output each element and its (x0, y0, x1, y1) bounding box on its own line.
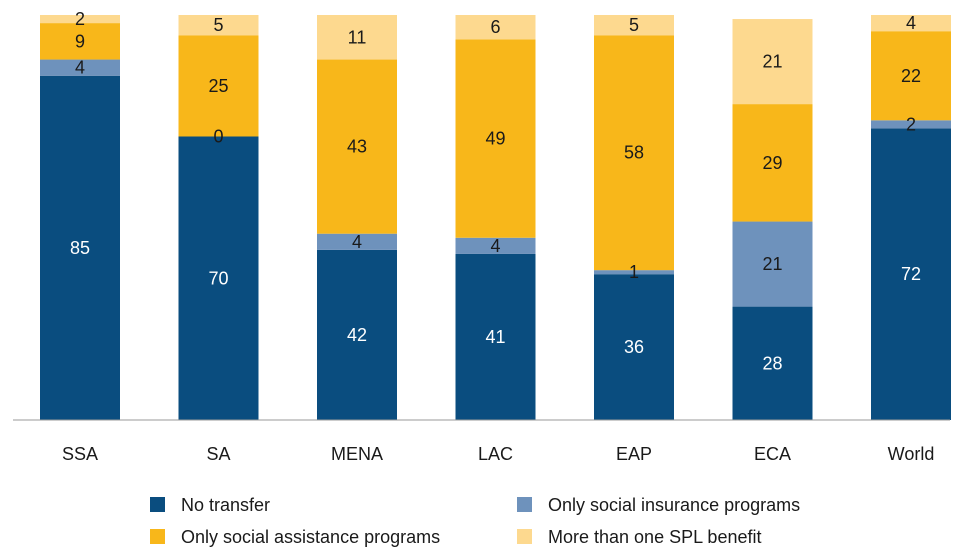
data-label-mena-series-1: 4 (352, 232, 362, 252)
data-label-mena-series-2: 43 (347, 137, 367, 157)
bar-segment-ssa-series-2 (40, 23, 120, 60)
data-label-eca-series-0: 28 (762, 353, 782, 373)
legend-swatch-1 (517, 497, 532, 512)
bar-segment-eap-series-2 (594, 35, 674, 271)
x-tick-label-lac: LAC (478, 444, 513, 464)
data-label-eap-series-0: 36 (624, 337, 644, 357)
bar-segment-eca-series-3 (732, 19, 813, 105)
x-tick-label-eca: ECA (754, 444, 791, 464)
bar-segment-mena-series-3 (317, 15, 397, 60)
bar-segment-ssa-series-1 (40, 59, 120, 76)
data-labels-group: 8549270025542443114144963615852821292172… (70, 9, 921, 373)
legend-swatch-2 (150, 529, 165, 544)
bar-segment-eap-series-0 (594, 274, 674, 420)
data-label-lac-series-2: 49 (485, 129, 505, 149)
x-tick-label-sa: SA (206, 444, 230, 464)
data-label-sa-series-0: 70 (208, 268, 228, 288)
data-label-eca-series-3: 21 (762, 52, 782, 72)
data-label-world-series-0: 72 (901, 264, 921, 284)
bar-segment-mena-series-1 (317, 233, 397, 250)
bar-segment-world-series-1 (871, 120, 951, 129)
bar-segment-sa-series-0 (178, 136, 259, 420)
bar-segment-mena-series-0 (317, 249, 397, 420)
data-label-ssa-series-2: 9 (75, 31, 85, 51)
data-label-mena-series-3: 11 (348, 27, 367, 47)
data-label-eap-series-1: 1 (629, 262, 639, 282)
data-label-ssa-series-1: 4 (75, 58, 85, 78)
legend-swatch-3 (517, 529, 532, 544)
bar-segment-sa-series-2 (178, 35, 259, 137)
data-label-lac-series-1: 4 (490, 236, 500, 256)
bar-segment-lac-series-2 (455, 39, 536, 238)
bar-segment-eap-series-1 (594, 270, 674, 275)
data-label-sa-series-1: 0 (213, 127, 223, 147)
bar-segment-world-series-3 (871, 15, 951, 32)
legend-swatch-0 (150, 497, 165, 512)
bar-segment-sa-series-3 (178, 15, 259, 36)
x-axis-tick-labels: SSA SA MENA LAC EAP ECA World (62, 444, 934, 464)
data-label-eca-series-1: 21 (762, 254, 782, 274)
legend-label-3: More than one SPL benefit (548, 527, 761, 547)
bar-segment-lac-series-0 (455, 253, 536, 420)
legend-label-1: Only social insurance programs (548, 495, 800, 515)
data-label-world-series-3: 4 (906, 13, 916, 33)
data-label-world-series-1: 2 (906, 114, 916, 134)
data-label-ssa-series-3: 2 (75, 9, 85, 29)
x-tick-label-eap: EAP (616, 444, 652, 464)
bar-segment-world-series-0 (871, 128, 951, 420)
data-label-ssa-series-0: 85 (70, 238, 90, 258)
data-label-lac-series-3: 6 (490, 17, 500, 37)
bar-segment-world-series-2 (871, 31, 951, 121)
data-label-lac-series-0: 41 (485, 327, 505, 347)
data-label-eca-series-2: 29 (762, 153, 782, 173)
x-tick-label-mena: MENA (331, 444, 383, 464)
legend: No transfer Only social insurance program… (150, 495, 800, 547)
data-label-mena-series-0: 42 (347, 325, 367, 345)
bar-segment-ssa-series-0 (40, 75, 120, 420)
legend-label-2: Only social assistance programs (181, 527, 440, 547)
data-label-eap-series-3: 5 (629, 15, 639, 35)
data-label-sa-series-2: 25 (208, 76, 228, 96)
bar-segment-lac-series-1 (455, 237, 536, 254)
bar-segment-ssa-series-3 (40, 15, 120, 24)
legend-label-0: No transfer (181, 495, 270, 515)
x-tick-label-world: World (888, 444, 935, 464)
bar-segment-eap-series-3 (594, 15, 674, 36)
bars-group (40, 15, 951, 420)
bar-segment-eca-series-0 (732, 306, 813, 420)
x-tick-label-ssa: SSA (62, 444, 98, 464)
bar-segment-lac-series-3 (455, 15, 536, 40)
bar-segment-eca-series-1 (732, 221, 813, 307)
data-label-eap-series-2: 58 (624, 143, 644, 163)
bar-segment-eca-series-2 (732, 104, 813, 222)
data-label-world-series-2: 22 (901, 66, 921, 86)
data-label-sa-series-3: 5 (213, 15, 223, 35)
bar-segment-mena-series-2 (317, 59, 397, 234)
